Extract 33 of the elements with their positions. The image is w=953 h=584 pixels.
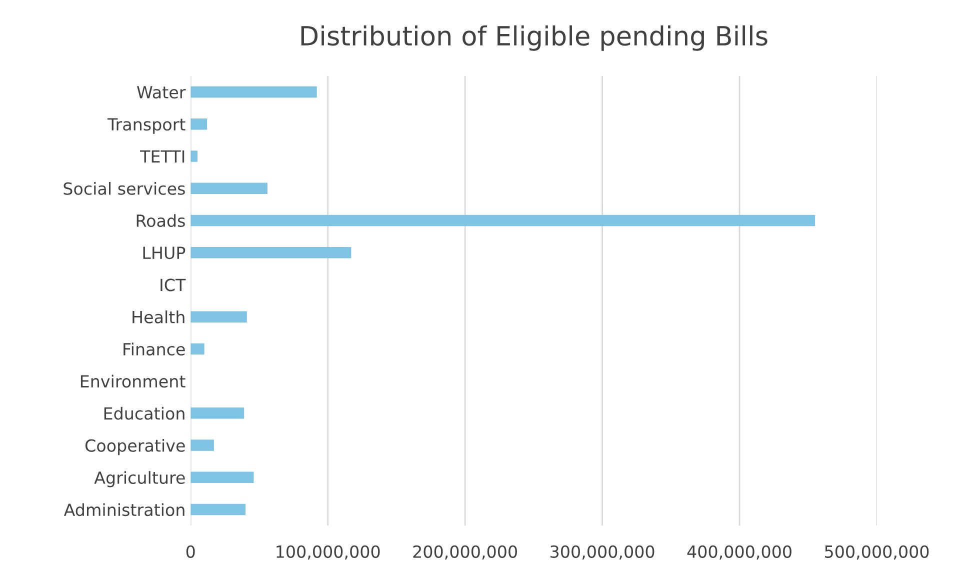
bar [190,86,317,98]
bar [190,408,244,419]
y-tick-label: TETTI [140,150,184,163]
bar [190,182,268,194]
x-tick-label: 200,000,000 [413,545,517,560]
bar [190,246,352,258]
bar [190,214,816,226]
y-tick-label: Transport [107,118,186,134]
y-tick-label: Water [137,86,186,99]
y-tick-label: Administration [64,503,184,516]
y-tick-label: Social services [64,182,185,195]
x-tick-label: 100,000,000 [276,545,380,560]
chart-title: Distribution of Eligible pending Bills [301,25,768,51]
y-tick-label: Finance [124,342,185,356]
bar [190,440,214,451]
x-tick-label: 0 [186,545,195,558]
bar [190,118,208,130]
y-tick-label: ICT [160,278,186,292]
y-tick-label: LHUP [143,246,186,260]
x-tick-label: 400,000,000 [687,545,792,560]
y-tick-label: Agriculture [94,471,185,488]
y-tick-label: Environment [80,374,186,388]
y-tick-label: Education [104,406,184,420]
bar [190,150,198,162]
x-tick-label: 300,000,000 [550,545,654,560]
bar [190,311,247,322]
x-tick-label: 500,000,000 [825,545,929,560]
y-tick-label: Roads [136,214,185,228]
bar [190,343,204,355]
y-tick-label: Health [132,310,184,324]
y-tick-label: Cooperative [85,438,185,456]
bar [190,472,254,484]
bar [190,504,246,516]
